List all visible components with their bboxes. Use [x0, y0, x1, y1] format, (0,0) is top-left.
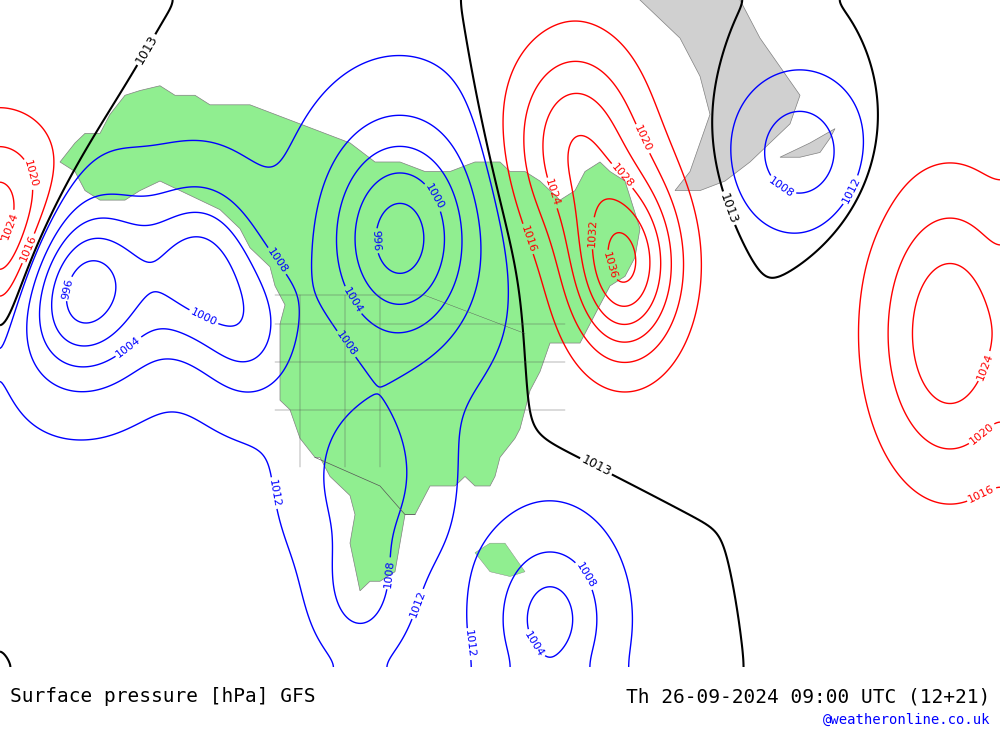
Text: 1012: 1012: [408, 589, 427, 619]
Text: 1016: 1016: [967, 484, 996, 505]
Text: Surface pressure [hPa] GFS: Surface pressure [hPa] GFS: [10, 688, 316, 706]
Text: @weatheronline.co.uk: @weatheronline.co.uk: [822, 712, 990, 726]
Text: 1020: 1020: [968, 421, 996, 446]
Text: 1012: 1012: [267, 479, 281, 508]
Text: 1024: 1024: [543, 178, 561, 208]
Text: 996: 996: [60, 277, 75, 300]
Text: 1008: 1008: [383, 559, 396, 588]
Text: 1008: 1008: [265, 246, 289, 276]
Polygon shape: [780, 128, 835, 157]
Text: 1000: 1000: [189, 306, 218, 328]
Text: 1028: 1028: [609, 162, 635, 190]
Text: 1036: 1036: [601, 251, 618, 281]
Text: 1004: 1004: [341, 286, 364, 315]
Text: 1012: 1012: [841, 175, 862, 205]
Text: 1013: 1013: [717, 191, 740, 226]
Text: 1016: 1016: [18, 234, 38, 263]
Polygon shape: [60, 86, 640, 591]
Text: 1008: 1008: [574, 561, 597, 590]
Text: 1024: 1024: [975, 351, 995, 381]
Text: 1024: 1024: [1, 210, 20, 240]
Text: 1020: 1020: [632, 124, 653, 154]
Text: Th 26-09-2024 09:00 UTC (12+21): Th 26-09-2024 09:00 UTC (12+21): [626, 688, 990, 706]
Text: 1008: 1008: [767, 175, 796, 199]
Text: 1013: 1013: [133, 33, 160, 67]
Polygon shape: [475, 543, 525, 576]
Text: 1016: 1016: [519, 224, 537, 254]
Polygon shape: [580, 0, 800, 191]
Text: 1004: 1004: [114, 334, 143, 359]
Text: 1012: 1012: [462, 630, 476, 659]
Text: 1004: 1004: [523, 630, 546, 659]
Text: 1013: 1013: [579, 454, 613, 479]
Text: 996: 996: [371, 230, 382, 251]
Text: 1008: 1008: [334, 330, 359, 358]
Text: 1000: 1000: [423, 183, 445, 212]
Text: 1032: 1032: [587, 219, 598, 248]
Text: 1020: 1020: [22, 159, 39, 189]
